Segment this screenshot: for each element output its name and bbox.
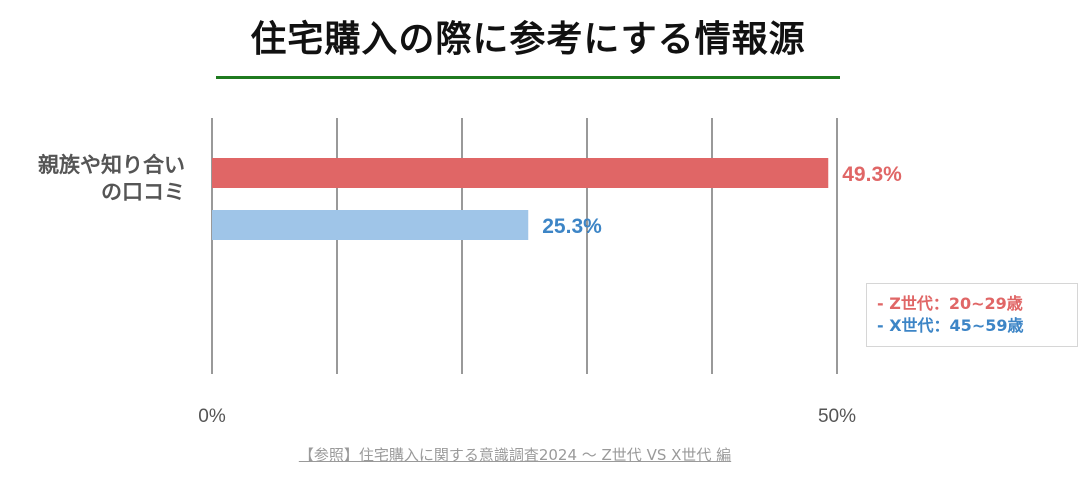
category-label-line-1: 親族や知り合い xyxy=(38,153,185,177)
x-tick-label-50: 50% xyxy=(818,406,856,427)
category-label-line-2: の口コミ xyxy=(101,180,185,204)
category-label: 親族や知り合い の口コミ xyxy=(38,152,185,206)
data-label-x-generation: 25.3% xyxy=(542,215,602,238)
x-tick-label-0: 0% xyxy=(198,406,226,427)
legend-item-x-generation: - X世代：45~59歳 xyxy=(877,316,1024,335)
bar-z-generation xyxy=(212,158,829,188)
legend: - Z世代：20~29歳 - X世代：45~59歳 xyxy=(866,283,1078,347)
legend-item-z-generation: - Z世代：20~29歳 xyxy=(877,294,1023,313)
title-underline xyxy=(216,76,840,79)
chart-title: 住宅購入の際に参考にする情報源 xyxy=(250,19,806,60)
bar-x-generation xyxy=(212,210,529,240)
source-link[interactable]: 【参照】住宅購入に関する意識調査2024 〜 Z世代 VS X世代 編 xyxy=(298,446,732,464)
data-label-z-generation: 49.3% xyxy=(842,163,902,186)
